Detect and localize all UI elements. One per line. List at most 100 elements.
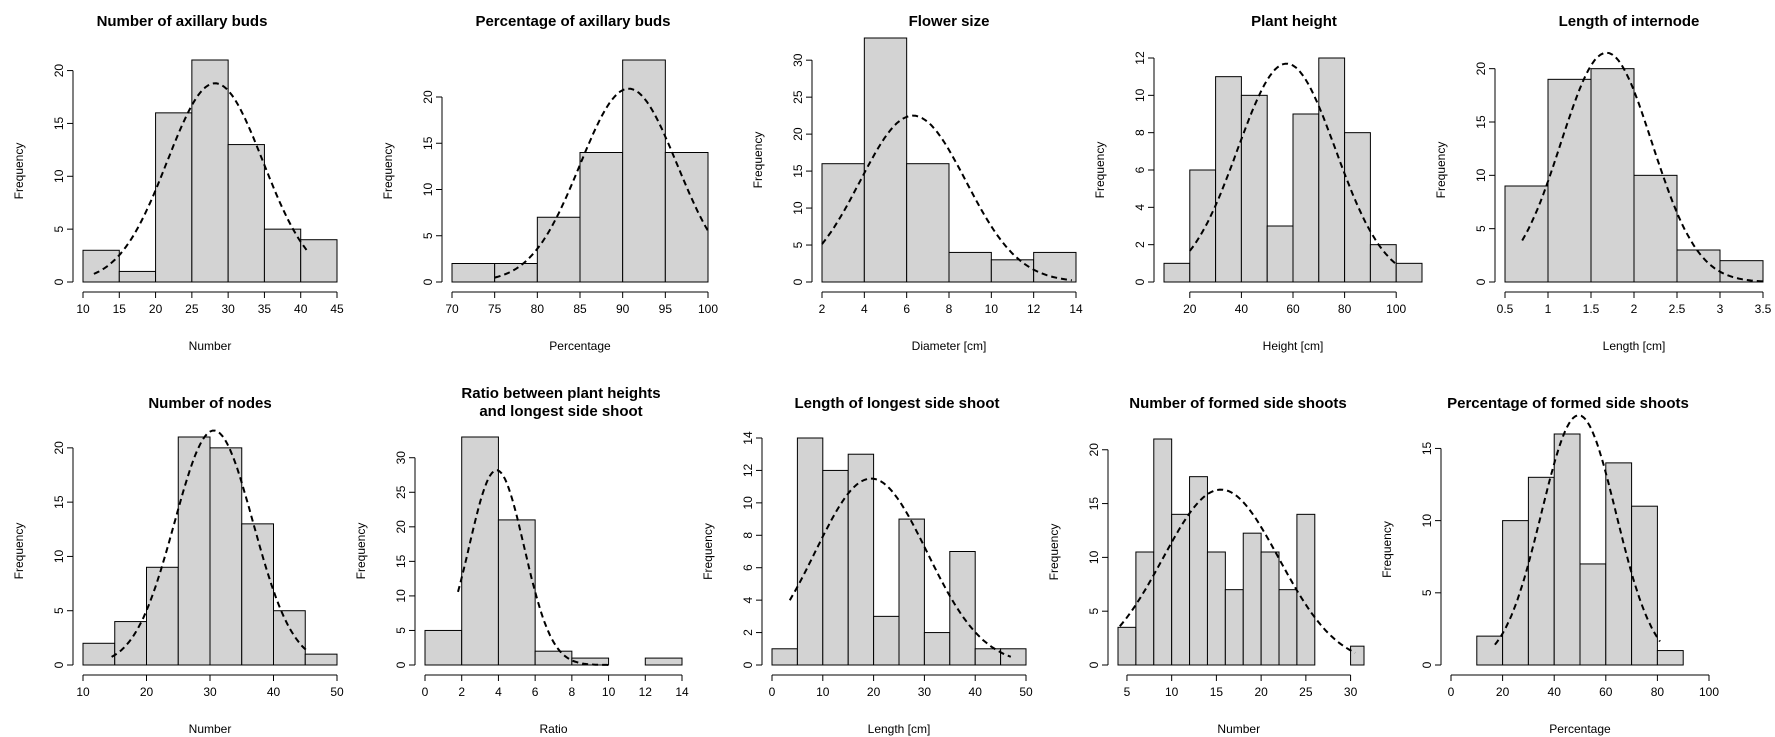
x-tick-label: 30 (221, 302, 235, 316)
density-curve (111, 429, 310, 658)
y-tick-label: 5 (394, 627, 408, 634)
histogram-bar (1344, 132, 1371, 283)
x-tick-label: 70 (445, 302, 459, 316)
y-tick-label: 8 (741, 532, 755, 539)
y-tick-label: 20 (421, 90, 435, 104)
x-tick-label: 5 (1124, 685, 1131, 699)
chart-title: Length of longest side shoot (795, 395, 1000, 412)
y-tick-label: 10 (52, 169, 66, 183)
x-tick-label: 80 (531, 302, 545, 316)
histogram-panel: Percentage of formed side shoots 0 20 40 60 8… (1380, 395, 1719, 736)
x-tick-label: 100 (1386, 302, 1406, 316)
histogram-bar (1547, 78, 1592, 283)
y-tick-label: 10 (1420, 514, 1434, 528)
x-tick-label: 60 (1286, 302, 1300, 316)
x-tick-label: 6 (532, 685, 539, 699)
chart-title: Ratio between plant heights (461, 385, 660, 402)
histogram-bar (177, 436, 211, 666)
x-tick-label: 20 (867, 685, 881, 699)
x-tick-label: 8 (569, 685, 576, 699)
histogram-bar (536, 216, 581, 283)
x-tick-label: 0 (769, 685, 776, 699)
histogram-bar (898, 518, 925, 666)
x-tick-label: 20 (1254, 685, 1268, 699)
histogram-bar (1240, 94, 1268, 283)
histogram-bar (974, 648, 1002, 666)
x-tick-label: 20 (1496, 685, 1510, 699)
histogram-bar (923, 632, 951, 666)
x-tick-label: 40 (1235, 302, 1249, 316)
histogram-bar (114, 621, 147, 666)
histogram-bar (1656, 650, 1684, 666)
y-tick-label: 20 (52, 441, 66, 455)
y-tick-label: 0 (1474, 278, 1488, 285)
chart-title: and longest side shoot (479, 403, 642, 420)
y-tick-label: 25 (394, 485, 408, 499)
histogram-bar (1000, 648, 1027, 666)
histogram-bar (304, 653, 338, 666)
density-curve (788, 477, 1012, 658)
x-tick-label: 50 (1019, 685, 1033, 699)
y-tick-label: 10 (1087, 550, 1101, 564)
histogram-bar (118, 270, 157, 283)
histogram-bar (1260, 551, 1280, 666)
y-tick-label: 4 (741, 596, 755, 603)
y-tick-label: 8 (1133, 129, 1147, 136)
y-axis-label: Frequency (354, 523, 368, 580)
histogram-bar (1278, 589, 1298, 666)
y-tick-label: 2 (741, 629, 755, 636)
x-axis-label: Ratio (539, 722, 567, 736)
x-tick-label: 10 (816, 685, 830, 699)
y-axis-label: Frequency (12, 523, 26, 580)
x-tick-label: 80 (1338, 302, 1352, 316)
x-tick-label: 1 (1545, 302, 1552, 316)
y-tick-label: 6 (1133, 166, 1147, 173)
y-tick-label: 15 (1087, 497, 1101, 511)
histogram-bar (1369, 244, 1397, 283)
histogram-bar (263, 228, 302, 283)
y-axis-label: Frequency (1047, 524, 1061, 581)
histogram-bar (146, 566, 179, 666)
y-tick-label: 25 (791, 90, 805, 104)
x-axis-label: Height [cm] (1263, 339, 1324, 353)
histogram-bar (1206, 551, 1226, 666)
density-curve (1119, 488, 1356, 654)
histogram-bar (209, 447, 243, 666)
x-tick-label: 20 (149, 302, 163, 316)
y-tick-label: 15 (421, 136, 435, 150)
x-tick-label: 90 (616, 302, 630, 316)
y-tick-label: 20 (1474, 62, 1488, 76)
histogram-bar (863, 37, 908, 283)
histogram-bar (1395, 262, 1423, 283)
chart-title: Flower size (909, 13, 990, 30)
x-axis-label: Percentage (1549, 722, 1611, 736)
y-tick-label: 10 (421, 183, 435, 197)
y-tick-label: 0 (1420, 661, 1434, 668)
x-tick-label: 40 (969, 685, 983, 699)
y-tick-label: 12 (741, 463, 755, 477)
density-curve (457, 469, 609, 666)
y-tick-label: 2 (1133, 241, 1147, 248)
x-tick-label: 15 (1210, 685, 1224, 699)
histogram-bar (82, 642, 116, 666)
x-tick-label: 60 (1599, 685, 1613, 699)
x-tick-label: 30 (918, 685, 932, 699)
x-tick-label: 30 (1344, 685, 1358, 699)
histogram-bar (1350, 645, 1365, 666)
chart-title: Number of formed side shoots (1129, 395, 1347, 412)
histogram-bar (906, 163, 950, 283)
y-tick-label: 5 (1474, 225, 1488, 232)
y-tick-label: 15 (1474, 115, 1488, 129)
histogram-bar (497, 519, 536, 666)
histogram-bar (1676, 249, 1721, 283)
histogram-bar (1163, 262, 1191, 283)
x-tick-label: 3 (1717, 302, 1724, 316)
x-tick-label: 4 (861, 302, 868, 316)
x-tick-label: 50 (330, 685, 344, 699)
histogram-bar (1318, 57, 1346, 283)
y-tick-label: 15 (394, 554, 408, 568)
histogram-bar (1215, 76, 1242, 283)
x-tick-label: 1.5 (1583, 302, 1600, 316)
histogram-bar (1579, 563, 1607, 666)
